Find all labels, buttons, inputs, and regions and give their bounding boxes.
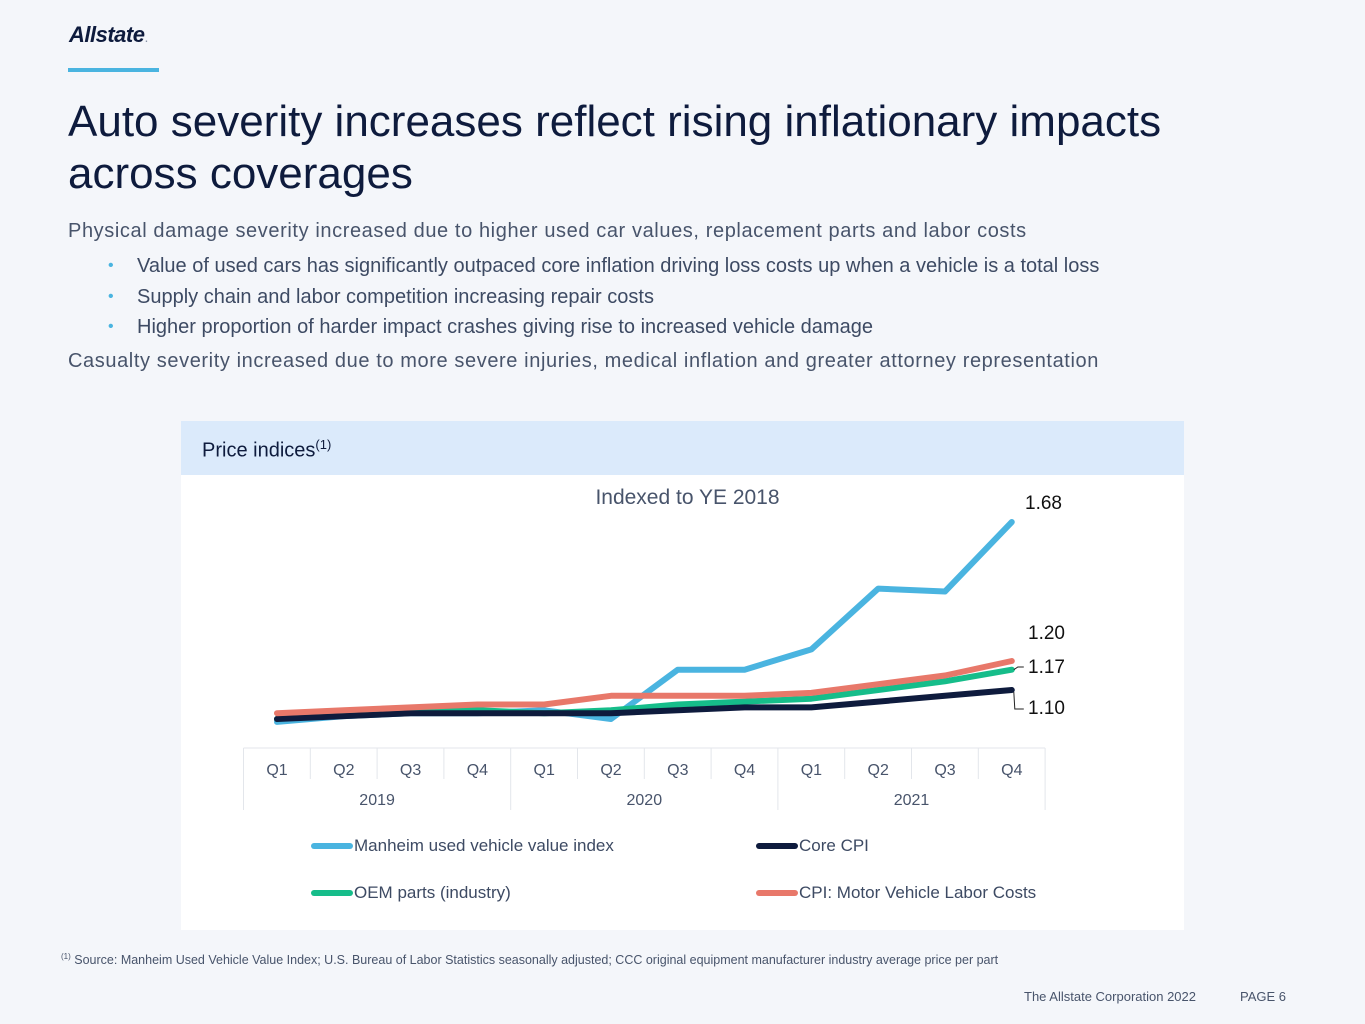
x-tick-label: Q1 [534,762,555,779]
end-value-label: 1.10 [1028,698,1065,719]
x-tick-label: Q3 [400,762,421,779]
legend-label: OEM parts (industry) [354,883,511,902]
bullet-item: • Higher proportion of harder impact cras… [108,312,1099,343]
panel-title-text: Price indices [202,439,316,462]
leader-line [1013,691,1024,710]
x-tick-label: Q4 [467,762,488,779]
x-tick-label: Q4 [734,762,755,779]
x-tick-label: Q1 [266,762,287,779]
x-tick-label: Q4 [1001,762,1022,779]
source-footnote: (1) Source: Manheim Used Vehicle Value I… [61,952,998,967]
legend-swatch [311,843,353,849]
x-year-label: 2021 [894,792,930,809]
footnote-text: Source: Manheim Used Vehicle Value Index… [74,953,999,968]
legend-label: Manheim used vehicle value index [354,836,614,855]
bullet-text: Higher proportion of harder impact crash… [137,316,873,338]
x-tick-label: Q1 [801,762,822,779]
end-value-label: 1.68 [1025,493,1062,514]
logo-accent-rule [68,68,159,72]
bullet-dot-icon: • [108,318,114,335]
lead-casualty: Casualty severity increased due to more … [68,350,1099,372]
chart-title: Indexed to YE 2018 [595,486,780,509]
logo-text: Allstate [69,22,145,47]
x-tick-label: Q3 [667,762,688,779]
end-value-label: 1.20 [1028,623,1065,644]
bullet-item: • Value of used cars has significantly ou… [108,251,1099,282]
x-year-label: 2019 [359,792,395,809]
bullet-text: Value of used cars has significantly out… [137,255,1100,277]
x-year-label: 2020 [627,792,663,809]
bullet-dot-icon: • [108,287,114,305]
bullet-list: • Value of used cars has significantly ou… [108,251,1099,343]
legend-label: Core CPI [799,836,869,855]
lead-physical-damage: Physical damage severity increased due t… [68,220,1027,242]
series-line-cpi-motor-vehicle-labor-costs [274,658,1015,717]
legend-item: CPI: Motor Vehicle Labor Costs [756,883,1036,903]
panel-title: Price indices(1) [202,437,331,463]
line-chart: Q1 Q2 Q3 Q4 Q1 Q2 Q3 Q4 Q1 Q2 Q3 Q4 2019 2020 2021 1.68… [243,493,1065,810]
bullet-dot-icon: • [108,257,114,274]
footer-corporation: The Allstate Corporation 2022 [1024,989,1196,1004]
leader-line [1013,666,1024,671]
x-tick-label: Q2 [600,762,621,779]
allstate-logo: Allstate. [69,22,148,48]
x-tick-label: Q2 [868,762,889,779]
panel-title-footnote-ref: (1) [315,437,332,452]
legend-swatch [756,843,798,849]
panel-header: Price indices(1) [181,421,1184,475]
legend-swatch [756,890,798,896]
x-tick-label: Q3 [934,762,955,779]
series-line-core-cpi [274,687,1015,722]
legend-item: Core CPI [756,836,869,856]
footer-page-number: PAGE 6 [1240,989,1287,1004]
legend-label: CPI: Motor Vehicle Labor Costs [799,883,1037,902]
logo-dot: . [144,29,148,45]
legend-item: OEM parts (industry) [311,883,511,903]
bullet-item: • Supply chain and labor competition incr… [108,282,1099,313]
x-tick-label: Q2 [333,762,354,779]
slide-title: Auto severity increases reflect rising i… [68,97,1162,198]
bullet-text: Supply chain and labor competition incre… [137,285,654,308]
series-line-manheim-used-vehicle-value-index [274,519,1015,725]
footnote-marker: (1) [61,952,71,961]
legend-swatch [311,890,353,896]
legend-item: Manheim used vehicle value index [311,836,614,856]
price-indices-panel: Price indices(1) Indexed to YE 2018 Q1 Q2… [181,421,1184,930]
end-value-label: 1.17 [1028,657,1065,678]
